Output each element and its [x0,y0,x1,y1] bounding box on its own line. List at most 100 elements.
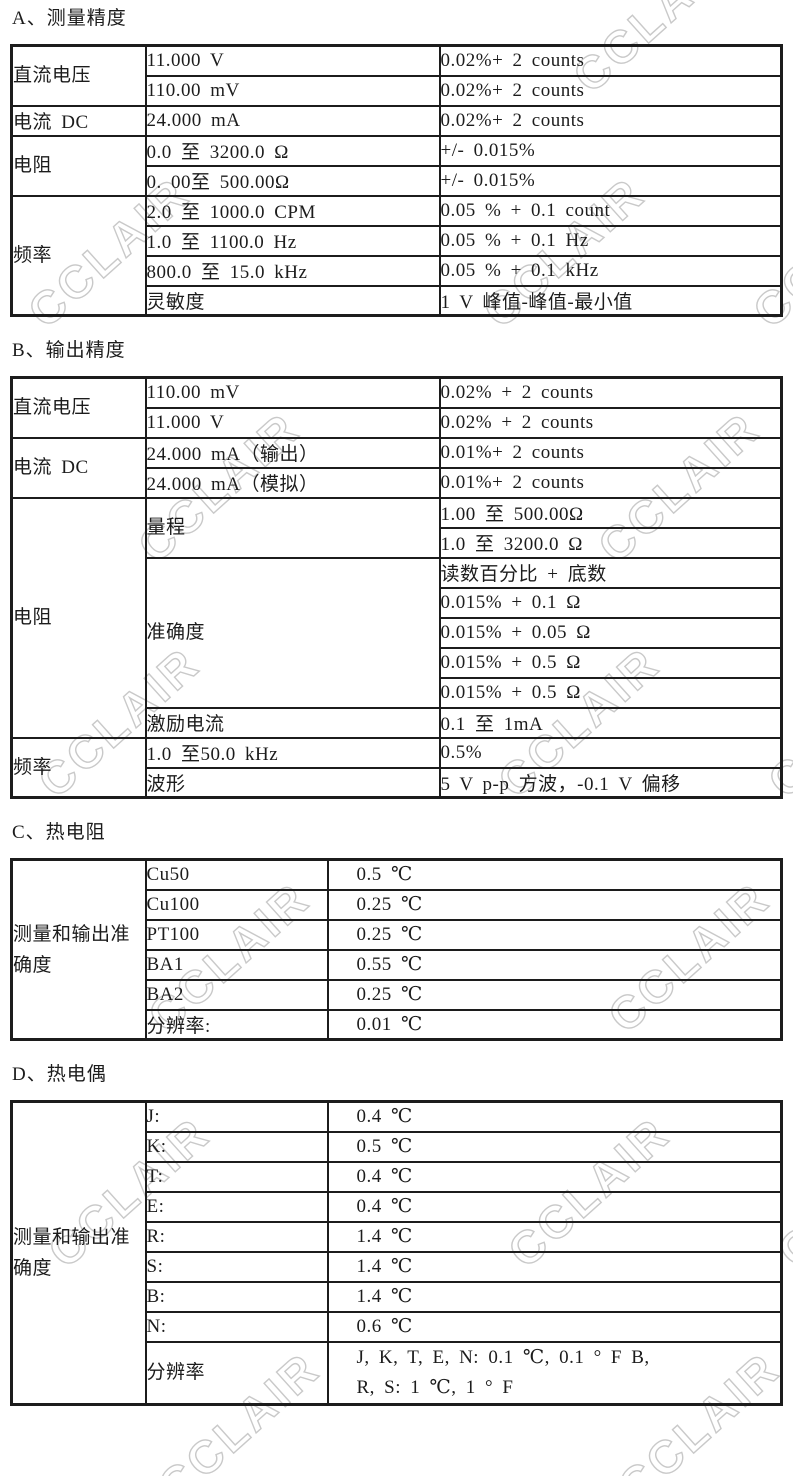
table-row: Cu100 0.25 ℃ [12,888,783,921]
table-cell: 0.02%+ 2 counts [438,104,783,137]
table-cell: 0.02%+ 2 counts [438,74,783,107]
table-row: 0. 00至 500.00Ω +/- 0.015% [12,164,783,197]
table-row: BA2 0.25 ℃ [12,978,783,1011]
table-cell: 0.25 ℃ [326,918,783,951]
table-cell: 1.0 至 3200.0 Ω [438,526,783,559]
table-cell: 800.0 至 15.0 kHz [144,254,441,287]
table-cell: 110.00 mV [144,74,441,107]
row-header-cell: 频率 [10,194,147,317]
table-cell: 0.015% + 0.5 Ω [438,676,783,709]
table-cell: R: [144,1220,329,1253]
table-row: R: 1.4 ℃ [12,1220,783,1253]
table-cell: 分辨率 [144,1340,329,1405]
table-cell: 0.05 % + 0.1 count [438,194,783,227]
table-row: 0.015% + 0.5 Ω [12,646,783,679]
table-row: 分辨率: 0.01 ℃ [12,1008,783,1041]
table-row: 测量和输出准确度 J: 0.4 ℃ [10,1100,783,1405]
table-cell: BA2 [144,978,329,1011]
row-header-cell: 直流电压 [10,376,147,439]
section-d-title: D、热电偶 [12,1064,107,1085]
row-header-cell: 测量和输出准确度 [10,1100,147,1405]
table-cell: 0.5 ℃ [326,858,783,891]
table-cell: 24.000 mA [144,104,441,137]
table-cell: S: [144,1250,329,1283]
section-a-title: A、测量精度 [12,8,127,29]
table-cell: 0.01%+ 2 counts [438,466,783,499]
row-header-cell: 电阻 [10,134,147,197]
table-cell: 0.01 ℃ [326,1008,783,1041]
row-header-cell: 电阻 [10,496,147,739]
table-cell: 1.0 至50.0 kHz [144,736,441,769]
table-cell: 0. 00至 500.00Ω [144,164,441,197]
table-cell: 0.015% + 0.1 Ω [438,586,783,619]
table-cell: 0.015% + 0.05 Ω [438,616,783,649]
row-header-cell: 直流电压 [10,44,147,107]
table-thermocouple-accuracy: 测量和输出准确度 J: 0.4 ℃ K: 0.5 ℃ T: 0.4 ℃ E: [10,1100,783,1406]
document-content: A、测量精度 直流电压 11.000 V 0.02%+ 2 counts 110… [0,7,793,1406]
table-cell: 2.0 至 1000.0 CPM [144,194,441,227]
section-d: D、热电偶 测量和输出准确度 J: 0.4 ℃ K: 0.5 ℃ T: [0,1063,793,1406]
table-cell: B: [144,1280,329,1313]
table-cell: 0.02% + 2 counts [438,376,783,409]
table-cell: 0.25 ℃ [326,978,783,1011]
table-cell: 1.0 至 1100.0 Hz [144,224,441,257]
table-cell: E: [144,1190,329,1223]
table-cell: +/- 0.015% [438,164,783,197]
table-rtd-accuracy: 测量和输出准确度 Cu50 0.5 ℃ Cu100 0.25 ℃ PT100 0… [10,858,783,1041]
table-cell: 0.1 至 1mA [438,706,783,739]
table-row: 800.0 至 15.0 kHz 0.05 % + 0.1 kHz [12,254,783,287]
table-cell: 0.0 至 3200.0 Ω [144,134,441,167]
table-cell: 0.4 ℃ [326,1160,783,1193]
table-cell: 0.02% + 2 counts [438,406,783,439]
table-row: 电阻 量程 1.00 至 500.00Ω [10,496,783,739]
table-cell: 11.000 V [144,44,441,77]
table-cell: 1.4 ℃ [326,1220,783,1253]
table-output-accuracy: 直流电压 110.00 mV 0.02% + 2 counts 11.000 V… [10,376,783,799]
table-cell: Cu50 [144,858,329,891]
table-row: 分辨率 J, K, T, E, N: 0.1 ℃, 0.1 ° F B, R, … [12,1340,783,1405]
resolution-line-1: J, K, T, E, N: 0.1 ℃, 0.1 ° F B, [356,1346,650,1368]
resolution-line-2: R, S: 1 ℃, 1 ° F [356,1376,514,1398]
table-cell: PT100 [144,918,329,951]
table-row: 波形 5 V p-p 方波，-0.1 V 偏移 [12,766,783,799]
table-cell: 110.00 mV [144,376,441,409]
section-c: C、热电阻 测量和输出准确度 Cu50 0.5 ℃ Cu100 0.25 ℃ P… [0,821,793,1041]
table-cell: 0.05 % + 0.1 kHz [438,254,783,287]
row-header-cell: 电流 DC [10,104,147,137]
table-row: 1.0 至 1100.0 Hz 0.05 % + 0.1 Hz [12,224,783,257]
table-row: 直流电压 11.000 V 0.02%+ 2 counts [10,44,783,107]
table-row: 0.015% + 0.1 Ω [12,586,783,619]
section-b: B、输出精度 直流电压 110.00 mV 0.02% + 2 counts 1… [0,339,793,799]
table-row: 直流电压 110.00 mV 0.02% + 2 counts [10,376,783,439]
table-row: 电流 DC 24.000 mA 0.02%+ 2 counts [10,104,783,137]
table-cell: 0.02%+ 2 counts [438,44,783,77]
row-header-cell: 电流 DC [10,436,147,499]
table-cell: 0.55 ℃ [326,948,783,981]
table-cell: 0.25 ℃ [326,888,783,921]
table-cell: J, K, T, E, N: 0.1 ℃, 0.1 ° F B, R, S: 1… [326,1340,783,1405]
table-row: 准确度 读数百分比 + 底数 [12,556,783,709]
table-row: 频率 1.0 至50.0 kHz 0.5% [10,736,783,799]
table-cell: 激励电流 [144,706,441,739]
table-row: 24.000 mA（模拟） 0.01%+ 2 counts [12,466,783,499]
table-cell: 24.000 mA（输出） [144,436,441,469]
table-row: E: 0.4 ℃ [12,1190,783,1223]
table-cell: 0.5% [438,736,783,769]
table-cell: T: [144,1160,329,1193]
table-cell: N: [144,1310,329,1343]
table-row: 电阻 0.0 至 3200.0 Ω +/- 0.015% [10,134,783,197]
table-row: 0.015% + 0.05 Ω [12,616,783,649]
table-cell: +/- 0.015% [438,134,783,167]
table-row: 1.0 至 3200.0 Ω [12,526,783,559]
table-cell: 0.5 ℃ [326,1130,783,1163]
section-c-title: C、热电阻 [12,822,106,843]
table-cell: 1 V 峰值-峰值-最小值 [438,284,783,317]
table-row: 11.000 V 0.02% + 2 counts [12,406,783,439]
table-measurement-accuracy: 直流电压 11.000 V 0.02%+ 2 counts 110.00 mV … [10,44,783,317]
table-row: K: 0.5 ℃ [12,1130,783,1163]
table-cell: 5 V p-p 方波，-0.1 V 偏移 [438,766,783,799]
table-row: BA1 0.55 ℃ [12,948,783,981]
table-cell: J: [144,1100,329,1133]
table-row: 激励电流 0.1 至 1mA [12,706,783,739]
table-row: N: 0.6 ℃ [12,1310,783,1343]
